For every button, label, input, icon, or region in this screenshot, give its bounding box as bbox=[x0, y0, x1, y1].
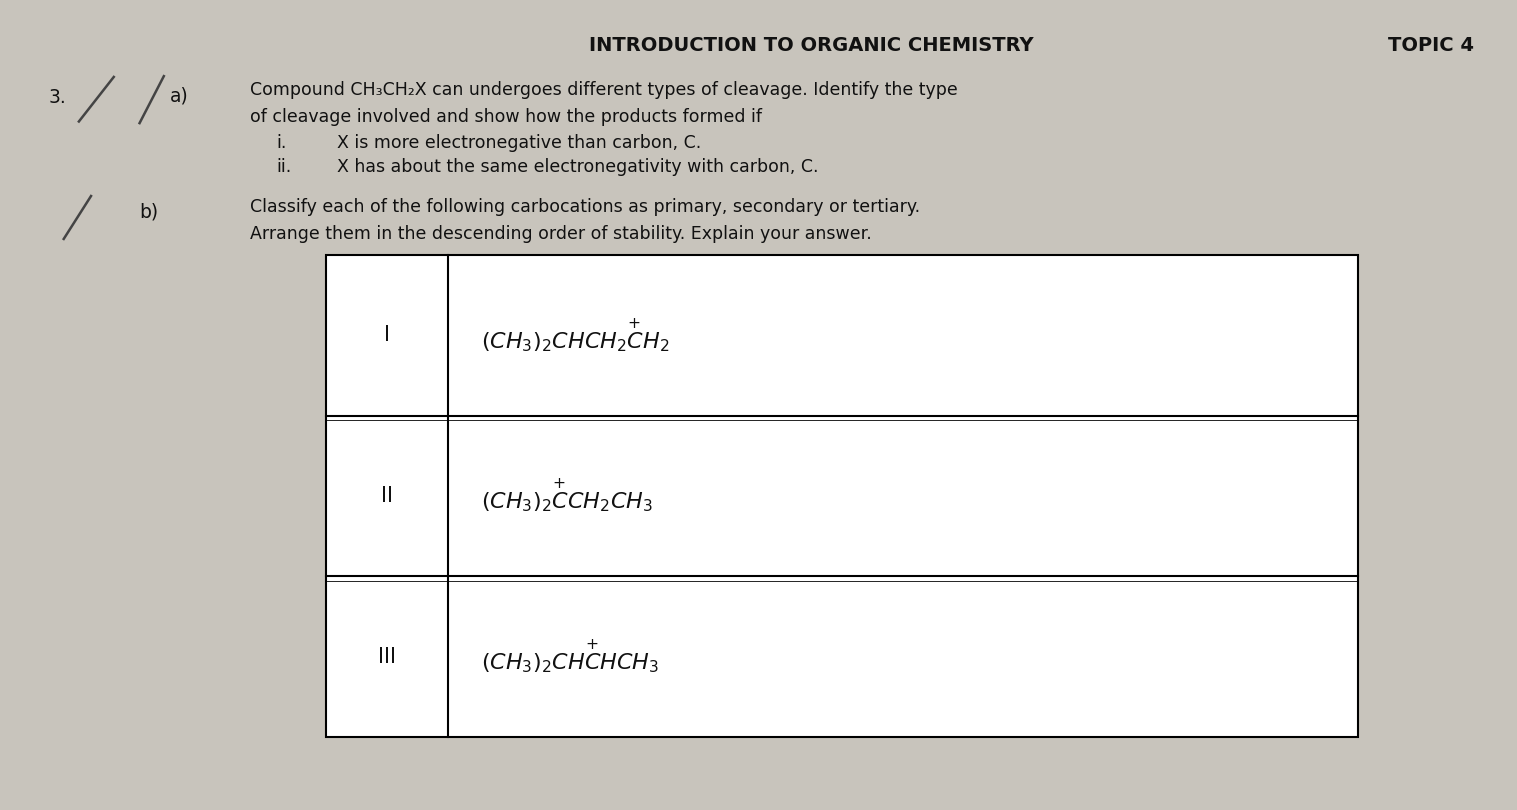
Text: b): b) bbox=[140, 202, 159, 222]
Bar bbox=[326, 255, 1358, 737]
Text: II: II bbox=[381, 486, 393, 506]
Text: $(CH_3)_2\overset{+}{C}CH_2CH_3$: $(CH_3)_2\overset{+}{C}CH_2CH_3$ bbox=[481, 477, 652, 515]
Text: INTRODUCTION TO ORGANIC CHEMISTRY: INTRODUCTION TO ORGANIC CHEMISTRY bbox=[589, 36, 1035, 55]
Text: 3.: 3. bbox=[49, 87, 67, 107]
Text: Classify each of the following carbocations as primary, secondary or tertiary.: Classify each of the following carbocati… bbox=[250, 198, 921, 216]
Text: i.: i. bbox=[276, 134, 287, 151]
Text: X is more electronegative than carbon, C.: X is more electronegative than carbon, C… bbox=[337, 134, 701, 151]
Text: Arrange them in the descending order of stability. Explain your answer.: Arrange them in the descending order of … bbox=[250, 225, 872, 243]
Text: a): a) bbox=[170, 86, 188, 105]
Text: $(CH_3)_2CH\overset{+}{C}HCH_3$: $(CH_3)_2CH\overset{+}{C}HCH_3$ bbox=[481, 637, 658, 676]
Text: Compound CH₃CH₂X can undergoes different types of cleavage. Identify the type: Compound CH₃CH₂X can undergoes different… bbox=[250, 81, 959, 99]
Text: X has about the same electronegativity with carbon, C.: X has about the same electronegativity w… bbox=[337, 158, 818, 176]
Text: ii.: ii. bbox=[276, 158, 291, 176]
Text: I: I bbox=[384, 326, 390, 346]
Text: III: III bbox=[378, 646, 396, 667]
Text: TOPIC 4: TOPIC 4 bbox=[1388, 36, 1475, 55]
Text: $(CH_3)_2CHCH_2\overset{+}{C}H_2$: $(CH_3)_2CHCH_2\overset{+}{C}H_2$ bbox=[481, 316, 669, 355]
Text: of cleavage involved and show how the products formed if: of cleavage involved and show how the pr… bbox=[250, 108, 763, 126]
